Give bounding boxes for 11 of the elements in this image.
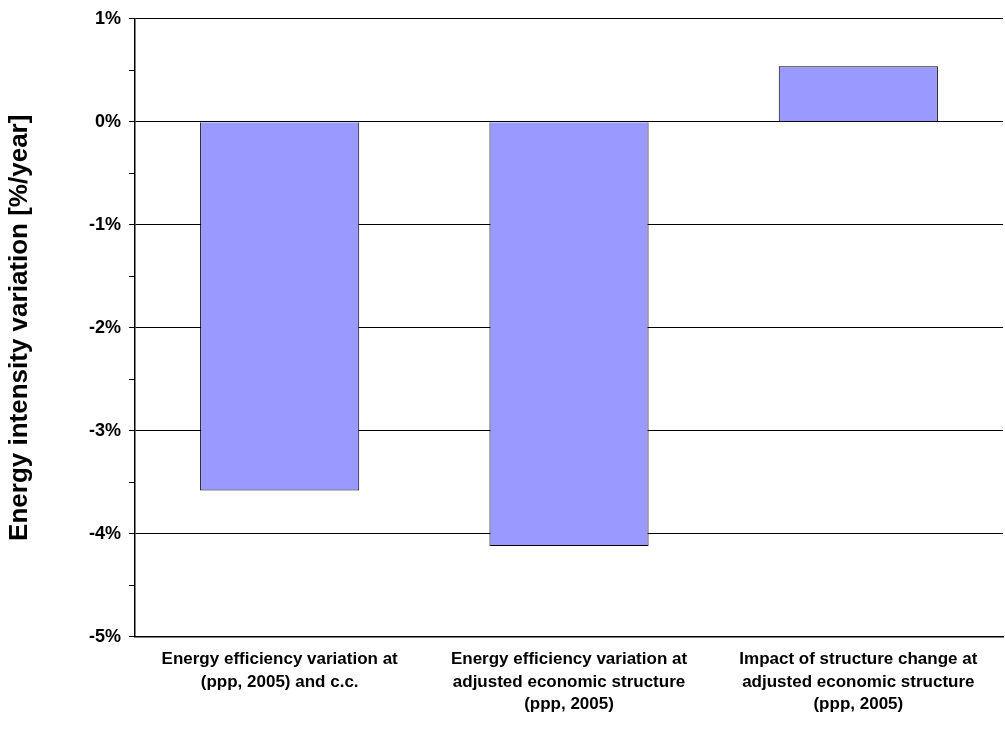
y-tick-label: -5% <box>88 625 121 646</box>
x-tick-label: Energy efficiency variation at adjusted economic structure (ppp, 2005) <box>450 649 688 713</box>
y-tick-label: 0% <box>94 110 121 131</box>
x-tick-label: Impact of structure change at adjusted economic structure (ppp, 2005) <box>739 649 978 713</box>
x-tick-label: Energy efficiency variation at (ppp, 2005) and c.c. <box>161 649 399 691</box>
y-axis-title: Energy intensity variation [%/year] <box>2 114 33 541</box>
y-tick-label: -1% <box>88 213 121 234</box>
y-tick-label: 1% <box>94 7 121 28</box>
y-tick-label: -2% <box>88 316 121 337</box>
y-tick-label: -3% <box>88 419 121 440</box>
y-tick-label: -4% <box>88 522 121 543</box>
